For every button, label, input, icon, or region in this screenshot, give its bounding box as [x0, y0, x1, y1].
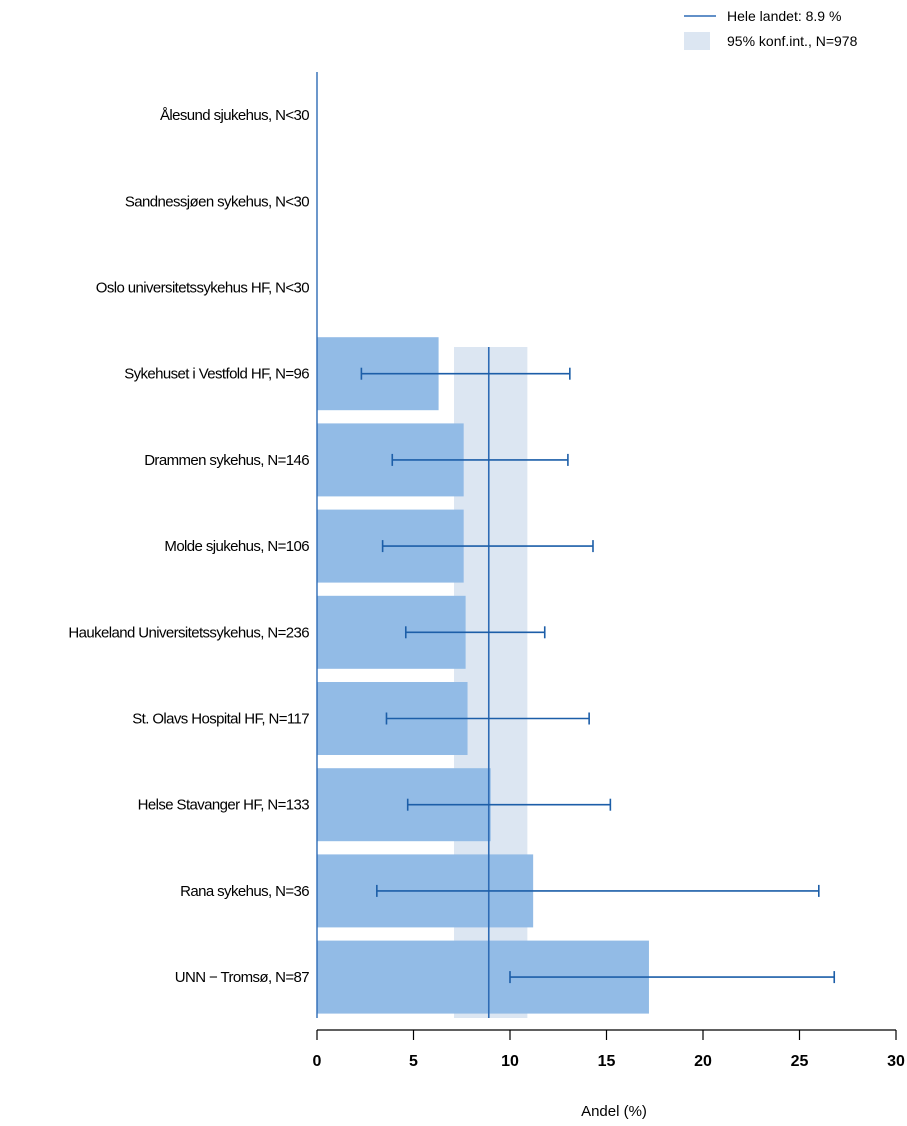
legend-band-label: 95% konf.int., N=978	[727, 33, 858, 49]
error-bar	[509, 971, 836, 984]
error-bar	[385, 712, 590, 725]
error-bar	[404, 626, 546, 639]
category-label: Sykehuset i Vestfold HF, N=96	[124, 366, 309, 383]
x-tick-label: 0	[313, 1053, 322, 1070]
category-label: Helse Stavanger HF, N=133	[138, 797, 310, 814]
category-label: UNN − Tromsø, N=87	[175, 969, 309, 986]
x-tick-label: 5	[409, 1053, 418, 1070]
x-axis-title: Andel (%)	[581, 1103, 647, 1120]
category-label: Ålesund sjukehus, N<30	[160, 107, 309, 124]
error-bar	[360, 367, 571, 380]
category-label: Sandnessjøen sykehus, N<30	[125, 193, 309, 210]
category-label: Oslo universitetssykehus HF, N<30	[96, 280, 309, 297]
x-tick-label: 20	[694, 1053, 712, 1070]
legend-band-swatch	[684, 32, 710, 50]
error-bar	[381, 540, 594, 553]
error-bar	[376, 884, 820, 897]
x-tick-label: 30	[887, 1053, 905, 1070]
category-label: St. Olavs Hospital HF, N=117	[132, 711, 309, 728]
legend: Hele landet: 8.9 % 95% konf.int., N=978	[684, 8, 858, 50]
x-tick-label: 25	[791, 1053, 809, 1070]
x-tick-label: 10	[501, 1053, 519, 1070]
error-bar	[406, 798, 612, 811]
category-label: Drammen sykehus, N=146	[144, 452, 309, 469]
category-label: Rana sykehus, N=36	[180, 883, 309, 900]
category-label: Molde sjukehus, N=106	[164, 538, 309, 555]
x-tick-label: 15	[598, 1053, 616, 1070]
category-label: Haukeland Universitetssykehus, N=236	[68, 624, 309, 641]
error-bar	[391, 453, 569, 466]
legend-reference-label: Hele landet: 8.9 %	[727, 8, 841, 24]
